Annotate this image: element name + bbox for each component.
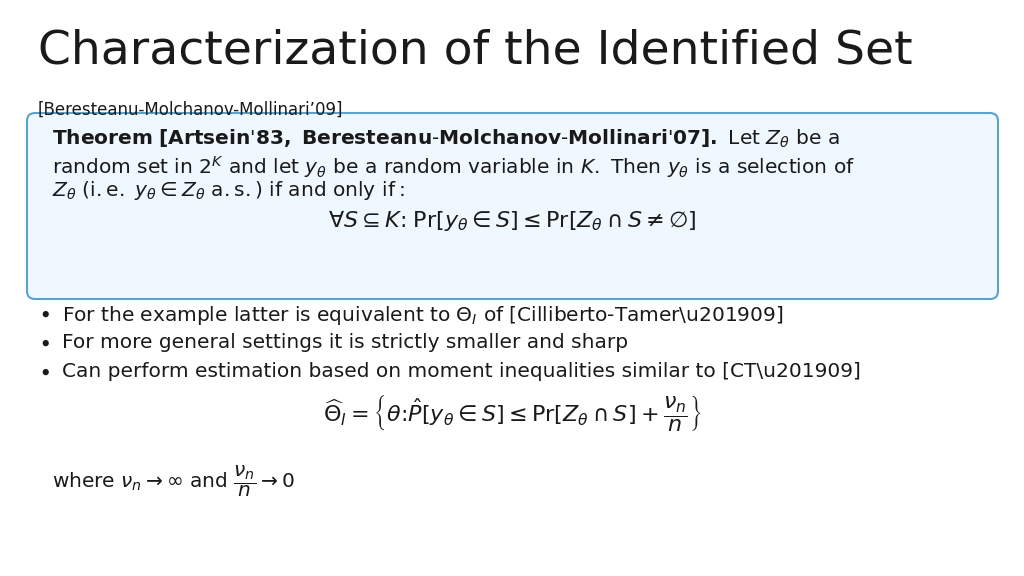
- Text: $\widehat{\Theta}_I = \left\{\theta\colon \hat{P}[y_{\theta} \in S] \leq \Pr[Z_{: $\widehat{\Theta}_I = \left\{\theta\colo…: [323, 393, 701, 433]
- Text: $\mathbf{Theorem\ [Artsein\text{'}83,\ Beresteanu\text{-}Molchanov\text{-}Mollin: $\mathbf{Theorem\ [Artsein\text{'}83,\ B…: [52, 128, 840, 150]
- Text: $\bullet$: $\bullet$: [38, 333, 50, 353]
- Text: For more general settings it is strictly smaller and sharp: For more general settings it is strictly…: [62, 333, 628, 352]
- Text: For the example latter is equivalent to $\Theta_I$ of [Cilliberto-Tamer\u201909]: For the example latter is equivalent to …: [62, 304, 783, 327]
- Text: where $\nu_n \to \infty$ and $\dfrac{\nu_n}{n} \to 0$: where $\nu_n \to \infty$ and $\dfrac{\nu…: [52, 463, 295, 499]
- Text: $\bullet$: $\bullet$: [38, 362, 50, 382]
- Text: $\bullet$: $\bullet$: [38, 304, 50, 324]
- Text: $Z_{\theta}\ \mathrm{(i.e.}\ y_{\theta} \in Z_{\theta}\ \mathrm{a.s.)\ if\ and\ : $Z_{\theta}\ \mathrm{(i.e.}\ y_{\theta} …: [52, 179, 404, 202]
- FancyBboxPatch shape: [27, 113, 998, 299]
- Text: Characterization of the Identified Set: Characterization of the Identified Set: [38, 28, 912, 73]
- Text: [Beresteanu-Molchanov-Mollinari’09]: [Beresteanu-Molchanov-Mollinari’09]: [38, 101, 343, 119]
- Text: $\mathrm{random\ set\ in}\ 2^K\ \mathrm{and\ let}\ y_{\theta}\ \mathrm{be\ a\ ra: $\mathrm{random\ set\ in}\ 2^K\ \mathrm{…: [52, 154, 855, 180]
- Text: Can perform estimation based on moment inequalities similar to [CT\u201909]: Can perform estimation based on moment i…: [62, 362, 861, 381]
- Text: $\forall S \subseteq K\colon\; \Pr[y_{\theta} \in S] \leq \Pr[Z_{\theta} \cap S : $\forall S \subseteq K\colon\; \Pr[y_{\t…: [328, 208, 696, 233]
